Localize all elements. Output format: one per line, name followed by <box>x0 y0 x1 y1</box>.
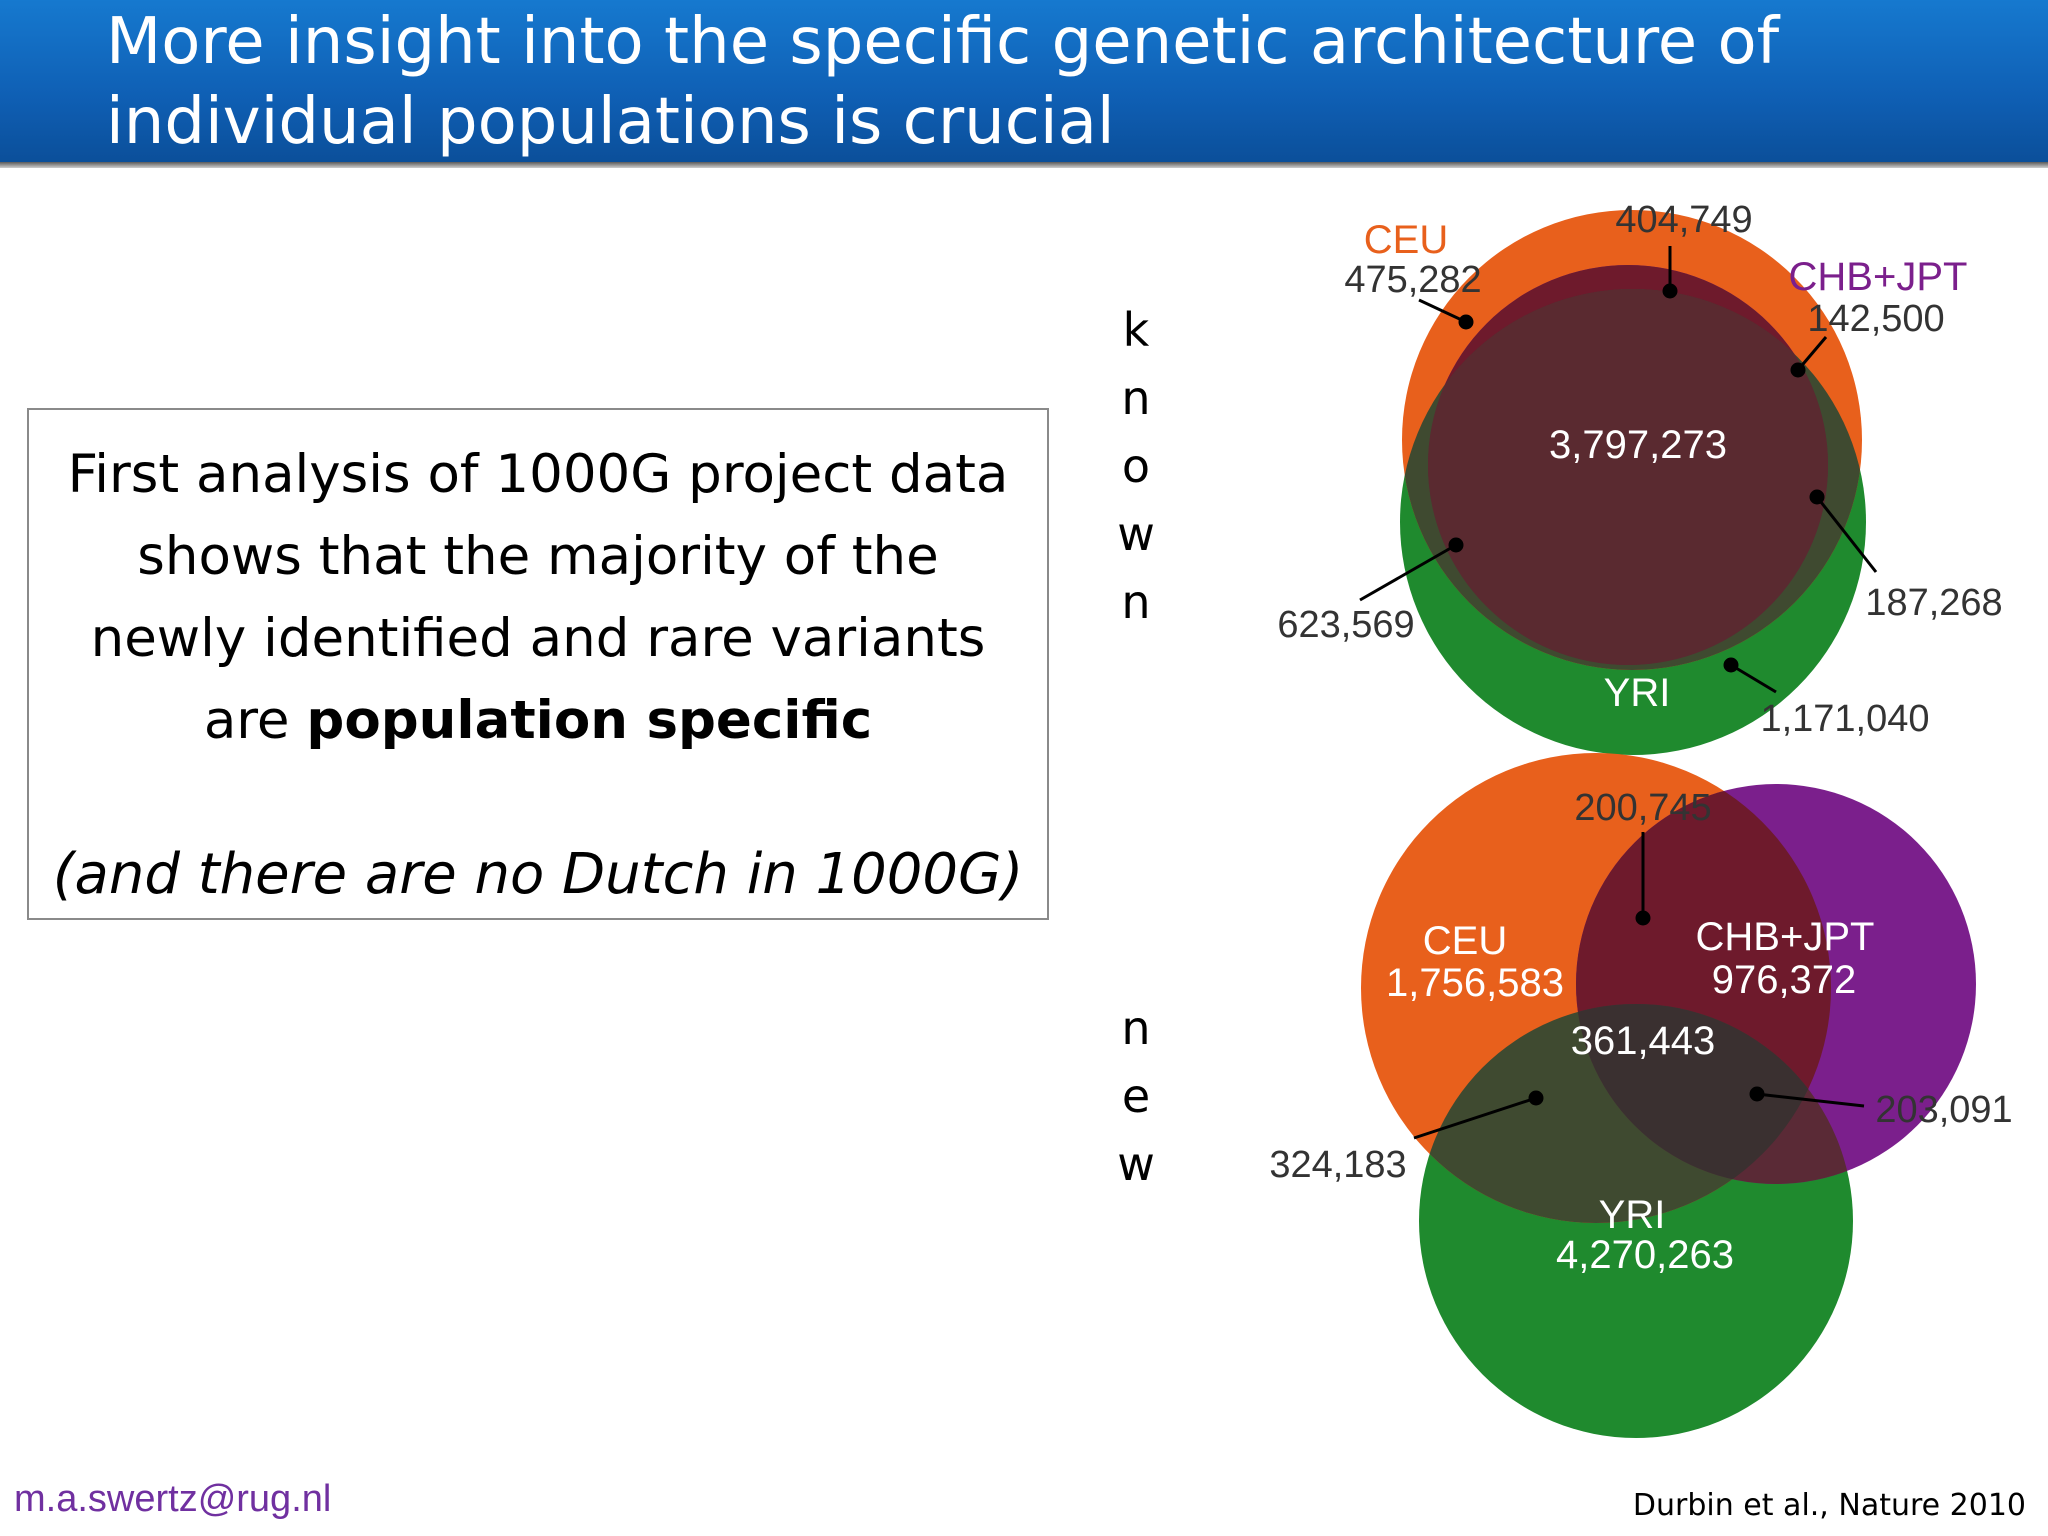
summary-line-4-prefix: are <box>203 690 307 751</box>
new-letter-2: e <box>1121 1069 1151 1123</box>
summary-line-1: First analysis of 1000G project data <box>67 444 1009 505</box>
new-chb-yri-count: 203,091 <box>1875 1089 2012 1131</box>
summary-line-2: shows that the majority of the <box>137 526 939 587</box>
known-leader-lines <box>1359 246 1878 694</box>
new-yri-count: 4,270,263 <box>1556 1233 1734 1277</box>
new-core-count: 361,443 <box>1571 1019 1716 1063</box>
new-ceu-yri-count: 324,183 <box>1269 1144 1406 1186</box>
known-ceu-label: CEU <box>1364 218 1448 262</box>
new-ceu-chb-count: 200,745 <box>1574 787 1711 829</box>
known-yri-label: YRI <box>1604 671 1671 715</box>
summary-line-4: are population specific <box>29 680 1047 762</box>
known-letter-1: k <box>1122 303 1150 357</box>
known-letter-5: n <box>1121 575 1151 629</box>
new-side-label: n e w <box>1116 994 1156 1198</box>
known-chb-count: 142,500 <box>1807 298 1944 340</box>
known-ceu-chb-count: 404,749 <box>1615 199 1752 241</box>
new-core-overlap <box>1576 1004 1831 1184</box>
summary-line-3: newly identified and rare variants <box>90 608 986 669</box>
known-ceu-count: 475,282 <box>1344 259 1481 301</box>
known-letter-2: n <box>1121 371 1151 425</box>
new-letter-1: n <box>1121 1001 1151 1055</box>
slide-title-line1: More insight into the specific genetic a… <box>106 5 1780 79</box>
new-ceu-count: 1,756,583 <box>1386 961 1564 1005</box>
summary-note: (and there are no Dutch in 1000G) <box>52 842 1024 907</box>
summary-text: First analysis of 1000G project data sho… <box>29 434 1047 762</box>
known-letter-3: o <box>1121 439 1151 493</box>
new-yri-label: YRI <box>1599 1193 1666 1237</box>
known-ceu-yri-count: 623,569 <box>1277 604 1414 646</box>
known-core-count: 3,797,273 <box>1549 423 1727 467</box>
known-side-label: k n o w n <box>1116 296 1156 636</box>
new-venn: 200,745 CEU 1,756,583 CHB+JPT 976,372 36… <box>1269 753 2013 1438</box>
known-venn: CEU 475,282 404,749 CHB+JPT 142,500 3,79… <box>1277 199 2003 755</box>
citation: Durbin et al., Nature 2010 <box>1632 1488 2026 1523</box>
new-ceu-label: CEU <box>1423 919 1507 963</box>
author-email: m.a.swertz@rug.nl <box>14 1478 332 1520</box>
known-chb-yri-count: 187,268 <box>1865 582 2002 624</box>
new-chb-label: CHB+JPT <box>1696 915 1875 959</box>
summary-emphasis: population specific <box>306 690 873 751</box>
title-bar <box>0 0 2048 162</box>
title-bar-rule <box>0 162 2048 168</box>
slide-title-line2: individual populations is crucial <box>106 85 1115 159</box>
known-chb-label: CHB+JPT <box>1789 255 1968 299</box>
new-letter-3: w <box>1117 1137 1155 1191</box>
known-letter-4: w <box>1117 507 1155 561</box>
new-leader-lines <box>1413 832 1865 1140</box>
known-yri-count: 1,171,040 <box>1760 698 1929 740</box>
new-chb-count: 976,372 <box>1712 958 1857 1002</box>
summary-textbox: First analysis of 1000G project data sho… <box>27 408 1049 920</box>
slide-title: More insight into the specific genetic a… <box>106 2 1986 162</box>
